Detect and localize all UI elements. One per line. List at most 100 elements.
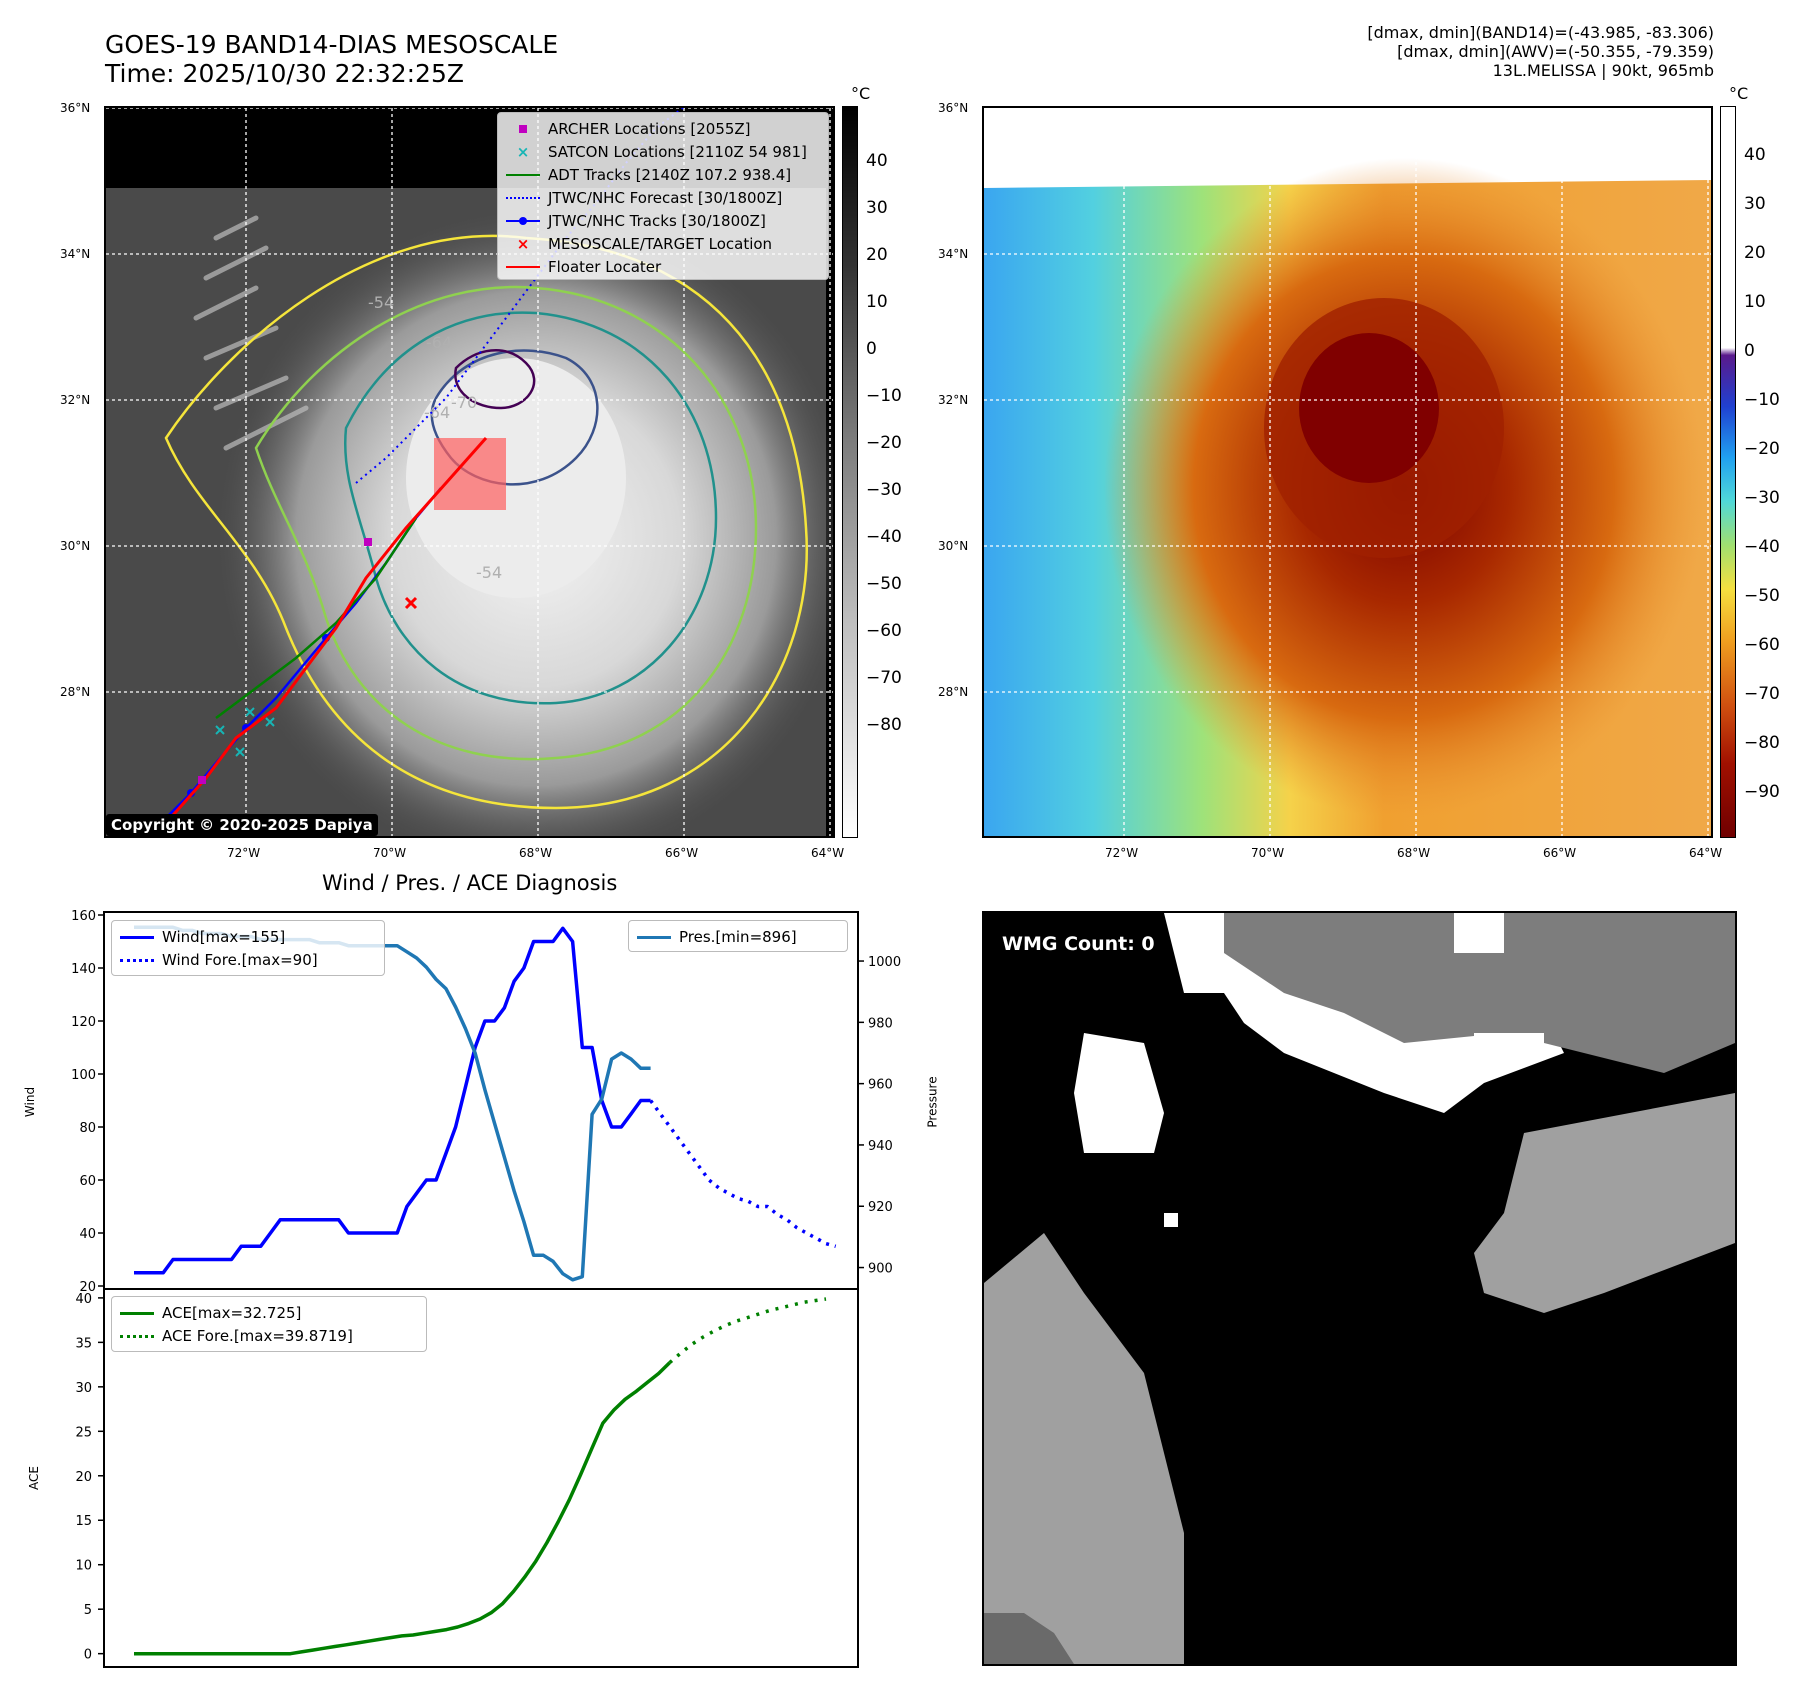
ace-tick-label: 10 xyxy=(75,1559,92,1574)
ir-lon-label: 72°W xyxy=(227,846,261,860)
pressure-tick-label: 900 xyxy=(868,1262,893,1277)
ir-colorbar-unit: °C xyxy=(851,84,871,103)
legend-floater: Floater Locater xyxy=(506,255,820,278)
awv-lon-label: 72°W xyxy=(1105,846,1139,860)
colorbar-tick-label: 30 xyxy=(1744,194,1766,214)
info-line-3: 13L.MELISSA | 90kt, 965mb xyxy=(1492,61,1714,80)
contour-labels: -54 -64 -70 -54 -64 xyxy=(368,293,502,582)
colorbar-tick-label: 10 xyxy=(1744,292,1766,312)
wmg-count-label: WMG Count: 0 xyxy=(1002,933,1155,955)
ir-lon-label: 66°W xyxy=(665,846,699,860)
awv-colorbar xyxy=(1720,106,1736,838)
ir-colorbar xyxy=(842,106,858,838)
wind-tick-label: 140 xyxy=(71,962,96,977)
target-mark xyxy=(404,596,418,610)
svg-text:-54: -54 xyxy=(476,563,502,582)
colorbar-tick-label: −90 xyxy=(1744,782,1780,802)
colorbar-tick-label: −70 xyxy=(1744,684,1780,704)
colorbar-tick-label: −50 xyxy=(1744,586,1780,606)
awv-lat-label: 28°N xyxy=(938,685,969,699)
ir-lat-label: 32°N xyxy=(60,393,91,407)
line-icon xyxy=(506,260,540,274)
colorbar-tick-label: −80 xyxy=(1744,733,1780,753)
wmg-panel: WMG Count: 0 xyxy=(982,911,1737,1666)
colorbar-tick-label: −40 xyxy=(1744,537,1780,557)
info-line-1: [dmax, dmin](BAND14)=(-43.985, -83.306) xyxy=(1367,23,1714,42)
wind-tick-label: 80 xyxy=(79,1121,96,1136)
colorbar-tick-label: 10 xyxy=(866,292,888,312)
ir-legend: ARCHER Locations [2055Z] × SATCON Locati… xyxy=(497,112,829,280)
ace-tick-label: 25 xyxy=(75,1425,92,1440)
line-icon xyxy=(120,1306,154,1320)
ace-chart: 40 35 30 25 20 15 10 5 0 xyxy=(75,1288,859,1668)
awv-lat-label: 30°N xyxy=(938,539,969,553)
ir-lat-label: 36°N xyxy=(60,101,91,115)
colorbar-tick-label: −30 xyxy=(866,480,902,500)
satcon-marks xyxy=(215,707,275,757)
ir-map-panel: -54 -64 -70 -54 -64 xyxy=(104,106,835,838)
pressure-tick-label: 1000 xyxy=(868,955,901,970)
floater-track xyxy=(164,437,488,824)
line-icon xyxy=(120,930,154,944)
cross-icon: × xyxy=(516,142,530,161)
title-line-2: Time: 2025/10/30 22:32:25Z xyxy=(105,59,464,88)
awv-lon-label: 70°W xyxy=(1251,846,1285,860)
wind-tick-label: 160 xyxy=(71,909,96,924)
cross-icon: × xyxy=(516,234,530,253)
colorbar-tick-label: 40 xyxy=(1744,145,1766,165)
colorbar-tick-label: 0 xyxy=(1744,341,1755,361)
svg-text:-70: -70 xyxy=(451,393,477,412)
copyright: Copyright © 2020-2025 Dapiya xyxy=(106,814,378,836)
legend-forecast: JTWC/NHC Forecast [30/1800Z] xyxy=(506,186,820,209)
wind-pressure-chart: 160 140 120 100 80 60 40 20 1000 980 960 940 920 900 xyxy=(71,909,901,1295)
svg-text:-64: -64 xyxy=(424,403,450,422)
ace-tick-label: 20 xyxy=(75,1470,92,1485)
line-dot-icon xyxy=(506,214,540,228)
archer-mark xyxy=(364,538,372,546)
wind-forecast-line xyxy=(649,1099,837,1248)
colorbar-tick-label: −10 xyxy=(1744,390,1780,410)
awv-lat-label: 36°N xyxy=(938,101,969,115)
storm-info: [dmax, dmin](BAND14)=(-43.985, -83.306) … xyxy=(1367,23,1714,80)
awv-lon-label: 64°W xyxy=(1689,846,1723,860)
wind-tick-label: 40 xyxy=(79,1227,96,1242)
wmg-svg xyxy=(984,913,1735,1664)
figure-title: GOES-19 BAND14-DIAS MESOSCALE Time: 2025… xyxy=(105,30,558,88)
legend-target: × MESOSCALE/TARGET Location xyxy=(506,232,820,255)
colorbar-tick-label: −20 xyxy=(866,433,902,453)
ace-tick-label: 30 xyxy=(75,1381,92,1396)
legend-ace: ACE[max=32.725] xyxy=(120,1301,418,1324)
colorbar-tick-label: −70 xyxy=(866,668,902,688)
awv-lat-label: 34°N xyxy=(938,247,969,261)
awv-lon-label: 68°W xyxy=(1397,846,1431,860)
wind-tick-label: 60 xyxy=(79,1174,96,1189)
svg-text:-64: -64 xyxy=(426,333,452,352)
ace-line xyxy=(134,1361,671,1656)
title-line-1: GOES-19 BAND14-DIAS MESOSCALE xyxy=(105,30,559,59)
ir-map-svg: -54 -64 -70 -54 -64 xyxy=(106,108,833,836)
svg-text:-54: -54 xyxy=(368,293,394,312)
line-icon xyxy=(506,168,540,182)
colorbar-tick-label: 40 xyxy=(866,151,888,171)
wind-line xyxy=(134,926,651,1275)
wind-tick-label: 120 xyxy=(71,1015,96,1030)
pressure-tick-label: 980 xyxy=(868,1016,893,1031)
legend-ace-forecast: ACE Fore.[max=39.8719] xyxy=(120,1324,418,1347)
colorbar-tick-label: 20 xyxy=(1744,243,1766,263)
pressure-tick-label: 940 xyxy=(868,1139,893,1154)
awv-colorbar-unit: °C xyxy=(1729,84,1749,103)
legend-satcon: × SATCON Locations [2110Z 54 981] xyxy=(506,140,820,163)
pressure-tick-label: 960 xyxy=(868,1078,893,1093)
pressure-line xyxy=(134,925,651,1282)
colorbar-tick-label: 20 xyxy=(866,245,888,265)
colorbar-tick-label: 0 xyxy=(866,339,877,359)
ir-lon-label: 68°W xyxy=(519,846,553,860)
dotted-line-icon xyxy=(120,953,154,967)
wind-legend: Wind[max=155] Wind Fore.[max=90] xyxy=(111,920,385,976)
floater-box xyxy=(434,438,506,510)
legend-tracks: JTWC/NHC Tracks [30/1800Z] xyxy=(506,209,820,232)
pressure-tick-label: 920 xyxy=(868,1200,893,1215)
awv-lon-label: 66°W xyxy=(1543,846,1577,860)
wind-ticks: 160 140 120 100 80 60 40 20 xyxy=(71,909,104,1295)
ir-lon-label: 70°W xyxy=(373,846,407,860)
